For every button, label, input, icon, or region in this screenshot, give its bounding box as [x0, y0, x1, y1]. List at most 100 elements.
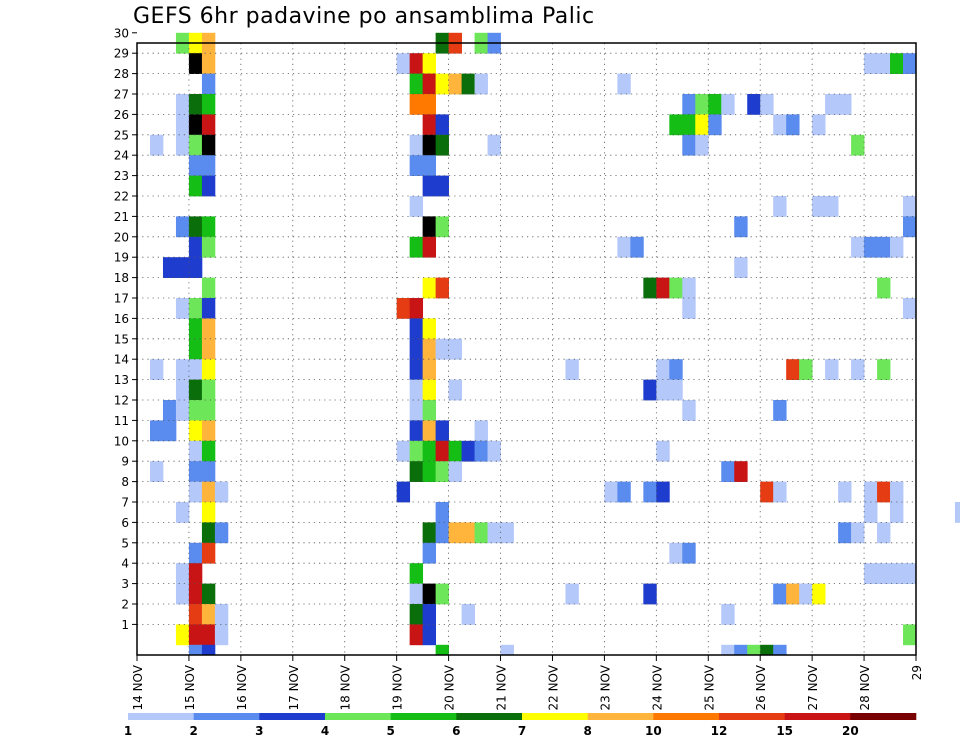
heatmap-cell — [409, 134, 424, 156]
y-tick-label: 2 — [121, 598, 129, 612]
y-tick-label: 26 — [114, 108, 129, 122]
heatmap-cell — [773, 400, 787, 421]
heatmap-cell — [214, 522, 229, 544]
heatmap-cell — [682, 400, 696, 421]
x-tick-label: 26 NOV — [754, 664, 768, 710]
heatmap-cell — [903, 624, 917, 646]
heatmap-cell — [201, 522, 216, 544]
heatmap-cell — [773, 196, 787, 217]
heatmap-cell — [799, 583, 813, 605]
x-tick-label: 19 NOV — [391, 664, 405, 710]
y-tick-label: 24 — [114, 149, 129, 163]
heatmap-cell — [461, 73, 475, 95]
heatmap-cell — [201, 318, 216, 340]
heatmap-cell — [682, 542, 696, 564]
heatmap-cell — [175, 257, 190, 278]
heatmap-cell — [188, 461, 203, 482]
heatmap-cell — [422, 624, 437, 646]
heatmap-cell — [201, 236, 216, 258]
heatmap-cell — [201, 277, 216, 299]
x-tick-label: 28 NOV — [858, 664, 872, 710]
heatmap-cell — [201, 420, 216, 442]
heatmap-cell — [422, 461, 437, 482]
heatmap-cell — [422, 604, 437, 625]
heatmap-cell — [422, 318, 437, 340]
heatmap-cell — [409, 298, 424, 319]
heatmap-cell — [890, 563, 904, 584]
y-tick-label: 22 — [114, 190, 129, 204]
x-tick-label: 24 NOV — [650, 664, 664, 710]
heatmap-cell — [682, 114, 696, 136]
heatmap-cell — [656, 359, 670, 380]
heatmap-cell — [175, 216, 190, 238]
x-tick-label: 21 NOV — [495, 664, 509, 710]
colorbar-label: 12 — [711, 724, 728, 738]
y-tick-label: 23 — [114, 169, 129, 183]
heatmap-cell — [422, 522, 437, 544]
heatmap-cell — [201, 53, 216, 74]
heatmap-cell — [448, 522, 462, 544]
heatmap-cell — [409, 94, 424, 115]
x-tick-label: 16 NOV — [235, 664, 249, 710]
heatmap-cell — [825, 359, 839, 380]
chart-title: GEFS 6hr padavine po ansamblima Palic — [133, 4, 595, 29]
heatmap-cell — [500, 644, 514, 656]
heatmap-cell — [409, 338, 424, 360]
heatmap-cell — [422, 114, 437, 136]
heatmap-cell — [214, 604, 229, 625]
heatmap-cell — [188, 440, 203, 462]
heatmap-cell — [422, 338, 437, 360]
heatmap-cell — [877, 236, 891, 258]
heatmap-cell — [409, 461, 424, 482]
heatmap-cell — [643, 583, 657, 605]
heatmap-cell — [474, 522, 488, 544]
heatmap-cell — [201, 583, 216, 605]
heatmap-cell — [773, 481, 787, 503]
heatmap-cell — [903, 53, 917, 74]
heatmap-cell — [175, 563, 190, 584]
heatmap-cell — [656, 277, 670, 299]
heatmap-cell — [669, 359, 683, 380]
heatmap-cell — [474, 420, 488, 442]
y-tick-label: 4 — [121, 557, 129, 571]
heatmap-cell — [669, 542, 683, 564]
heatmap-cell — [175, 502, 190, 523]
heatmap-cell — [435, 73, 449, 95]
heatmap-cell — [435, 277, 449, 299]
heatmap-cell — [422, 542, 437, 564]
colorbar-swatch — [128, 713, 194, 720]
heatmap-cell — [201, 461, 216, 482]
heatmap-cell — [812, 196, 826, 217]
x-tick-label: 15 NOV — [183, 664, 197, 710]
heatmap-cell — [188, 53, 203, 74]
y-tick-label: 8 — [121, 475, 129, 489]
heatmap-cell — [435, 216, 449, 238]
y-tick-label: 29 — [114, 47, 129, 61]
heatmap-cell — [422, 134, 437, 156]
heatmap-cell — [851, 359, 865, 380]
heatmap-cell — [734, 644, 748, 656]
heatmap-cell — [864, 563, 878, 584]
heatmap-cell — [669, 379, 683, 401]
colorbar-label: 5 — [386, 724, 394, 738]
heatmap-cell — [903, 216, 917, 238]
heatmap-cell — [435, 175, 449, 197]
heatmap-cell — [448, 440, 462, 462]
heatmap-cell — [175, 583, 190, 605]
y-tick-label: 11 — [114, 414, 129, 428]
heatmap-cell — [461, 604, 475, 625]
colorbar-swatch — [587, 713, 654, 720]
heatmap-cell — [162, 420, 177, 442]
heatmap-cell — [682, 94, 696, 115]
heatmap-cell — [409, 624, 424, 646]
y-tick-label: 3 — [121, 577, 129, 591]
heatmap-cell — [409, 604, 424, 625]
colorbar-swatch — [193, 713, 260, 720]
y-tick-label: 16 — [114, 312, 129, 326]
x-tick-label: 18 NOV — [339, 664, 353, 710]
heatmap-cell — [201, 216, 216, 238]
heatmap-cell — [188, 359, 203, 380]
y-tick-label: 20 — [114, 230, 129, 244]
heatmap-cell — [448, 379, 462, 401]
heatmap-cell — [864, 502, 878, 523]
